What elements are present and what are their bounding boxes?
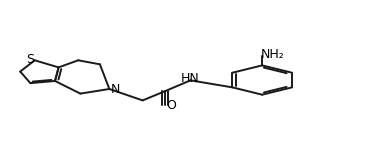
- Text: S: S: [26, 53, 34, 66]
- Text: HN: HN: [180, 72, 199, 85]
- Text: N: N: [111, 83, 120, 96]
- Text: NH₂: NH₂: [261, 48, 285, 61]
- Text: O: O: [167, 99, 177, 112]
